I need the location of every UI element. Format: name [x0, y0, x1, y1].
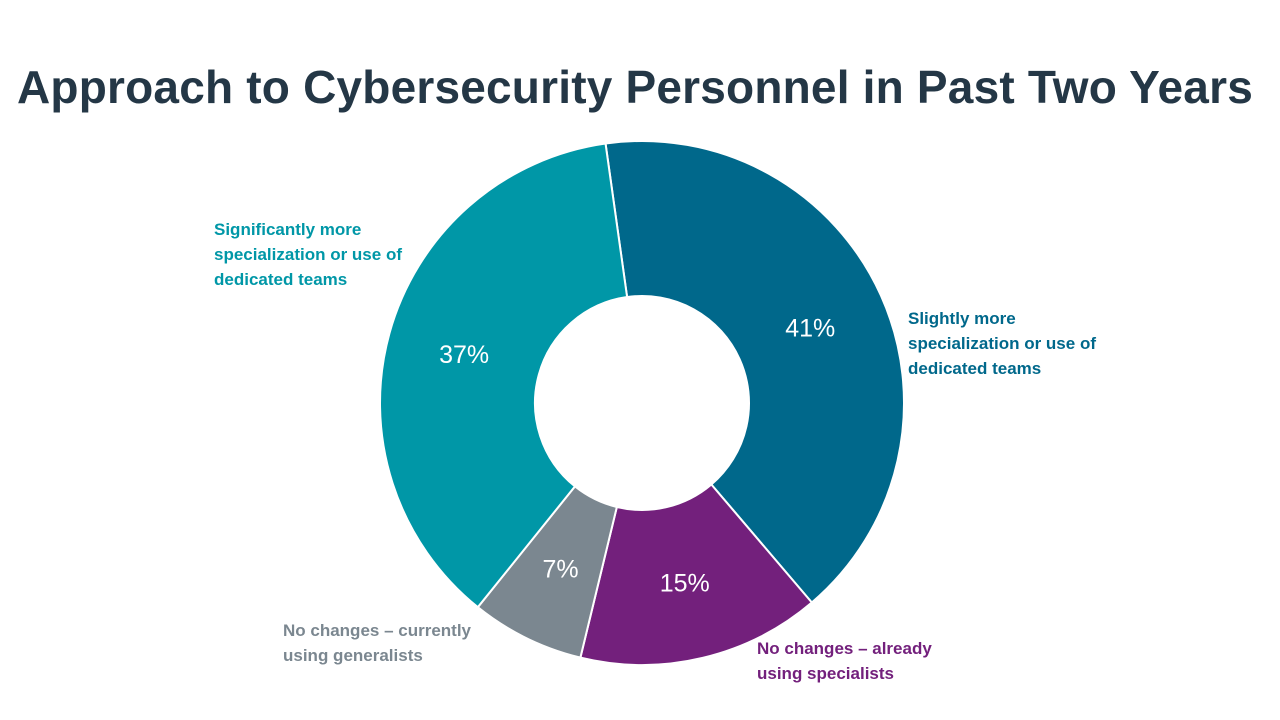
label-line: No changes – already [757, 639, 932, 658]
label-line: Slightly more [908, 309, 1016, 328]
label-line: dedicated teams [214, 270, 348, 289]
label-line: No changes – currently [283, 621, 472, 640]
chart-title: Approach to Cybersecurity Personnel in P… [17, 61, 1253, 113]
slice-percent-label: 41% [785, 314, 835, 342]
slice-label-already-specialists: No changes – already using specialists [757, 636, 932, 686]
label-line: specialization or use of [214, 245, 402, 264]
slice-label-slightly-more: Slightly more specialization or use of d… [908, 306, 1096, 381]
label-line: using specialists [757, 664, 894, 683]
slice-percent-label: 37% [439, 341, 489, 369]
donut-slice-15pct [579, 483, 814, 666]
label-line: specialization or use of [908, 334, 1096, 353]
donut-slice-41pct [604, 140, 905, 604]
label-line: dedicated teams [908, 359, 1042, 378]
donut-slice-37pct [379, 142, 629, 609]
slice-percent-label: 7% [542, 556, 578, 584]
label-line: Significantly more [214, 220, 362, 239]
slice-label-significantly-more: Significantly more specialization or use… [214, 217, 402, 292]
label-line: using generalists [283, 646, 423, 665]
slice-percent-label: 15% [660, 569, 710, 597]
slice-label-currently-generalists: No changes – currently using generalists [283, 618, 471, 668]
